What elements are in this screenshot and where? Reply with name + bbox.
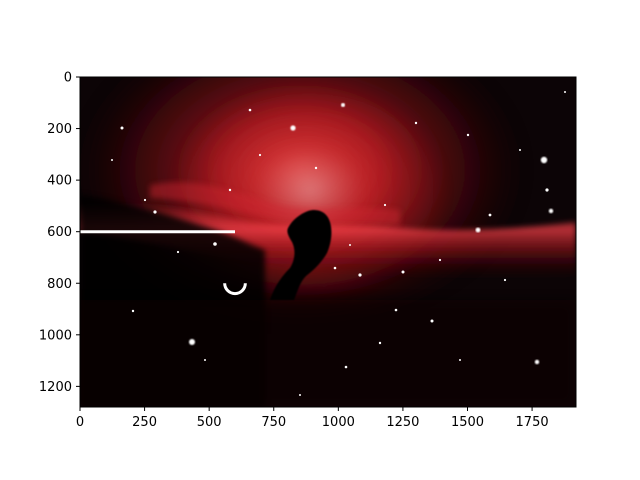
- y-tick-label: 600: [47, 225, 72, 240]
- x-tick-label: 1000: [322, 415, 355, 430]
- plot-frame: [79, 76, 577, 408]
- annotation-arc: [223, 283, 247, 295]
- x-tick-label: 1250: [386, 415, 419, 430]
- star-field: [111, 91, 566, 396]
- y-tick-label: 1200: [39, 380, 72, 395]
- y-tick-label: 200: [47, 122, 72, 137]
- annotation-layer: [80, 230, 247, 295]
- y-tick-label: 1000: [39, 328, 72, 343]
- x-axis: 0 250 500 750 1000 1250 1500 1750: [76, 407, 549, 430]
- x-tick-label: 750: [261, 415, 286, 430]
- x-tick-label: 1750: [516, 415, 549, 430]
- nebula-image: [80, 77, 576, 407]
- y-tick-label: 800: [47, 277, 72, 292]
- y-tick-label: 0: [64, 71, 72, 86]
- x-tick-label: 0: [76, 415, 84, 430]
- x-tick-label: 250: [132, 415, 157, 430]
- y-axis: 0 200 400 600 800 1000 1200: [39, 71, 80, 395]
- x-tick-label: 1500: [451, 415, 484, 430]
- y-tick-label: 400: [47, 174, 72, 189]
- x-tick-label: 500: [197, 415, 222, 430]
